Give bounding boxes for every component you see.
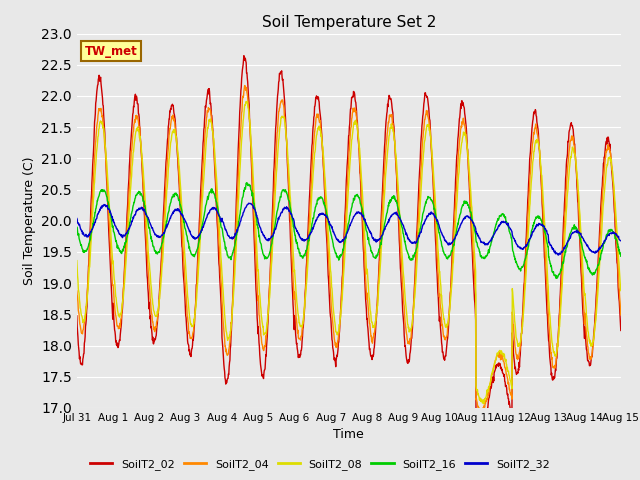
SoilT2_32 bbox=[555, 252, 563, 258]
Line: SoilT2_02: SoilT2_02 bbox=[77, 56, 621, 431]
SoilT2_08 bbox=[480, 401, 488, 407]
SoilT2_16 bbox=[617, 253, 625, 259]
SoilT2_32 bbox=[617, 238, 625, 244]
SoilT2_08 bbox=[194, 279, 202, 285]
SoilT2_16 bbox=[194, 245, 202, 251]
Line: SoilT2_32: SoilT2_32 bbox=[77, 203, 621, 255]
SoilT2_32 bbox=[73, 216, 81, 221]
SoilT2_04 bbox=[434, 259, 442, 264]
SoilT2_16 bbox=[552, 276, 560, 281]
SoilT2_16 bbox=[505, 224, 513, 230]
SoilT2_08 bbox=[617, 288, 625, 293]
SoilT2_02 bbox=[617, 327, 625, 333]
Line: SoilT2_08: SoilT2_08 bbox=[77, 101, 621, 404]
SoilT2_08 bbox=[180, 249, 188, 254]
SoilT2_16 bbox=[180, 224, 188, 229]
SoilT2_16 bbox=[255, 234, 263, 240]
SoilT2_08 bbox=[243, 98, 250, 104]
SoilT2_04 bbox=[241, 83, 248, 88]
SoilT2_08 bbox=[553, 348, 561, 353]
SoilT2_32 bbox=[245, 200, 253, 206]
SoilT2_02 bbox=[434, 280, 442, 286]
SoilT2_16 bbox=[553, 274, 561, 279]
SoilT2_16 bbox=[243, 180, 251, 186]
SoilT2_02 bbox=[194, 254, 202, 260]
SoilT2_04 bbox=[553, 349, 561, 355]
Line: SoilT2_04: SoilT2_04 bbox=[77, 85, 621, 412]
SoilT2_32 bbox=[194, 235, 202, 240]
Title: Soil Temperature Set 2: Soil Temperature Set 2 bbox=[262, 15, 436, 30]
SoilT2_16 bbox=[73, 224, 81, 230]
SoilT2_02 bbox=[553, 355, 561, 361]
SoilT2_08 bbox=[434, 236, 442, 242]
SoilT2_08 bbox=[505, 372, 513, 378]
SoilT2_04 bbox=[194, 263, 202, 269]
SoilT2_32 bbox=[255, 222, 263, 228]
SoilT2_04 bbox=[505, 382, 513, 387]
SoilT2_04 bbox=[478, 409, 486, 415]
SoilT2_02 bbox=[73, 313, 81, 319]
SoilT2_04 bbox=[73, 288, 81, 294]
SoilT2_32 bbox=[553, 250, 561, 256]
X-axis label: Time: Time bbox=[333, 429, 364, 442]
Y-axis label: Soil Temperature (C): Soil Temperature (C) bbox=[22, 156, 35, 285]
Line: SoilT2_16: SoilT2_16 bbox=[77, 183, 621, 278]
SoilT2_02 bbox=[505, 401, 513, 407]
SoilT2_02 bbox=[240, 53, 248, 59]
SoilT2_02 bbox=[476, 428, 484, 434]
SoilT2_08 bbox=[255, 280, 263, 286]
Text: TW_met: TW_met bbox=[85, 45, 138, 58]
SoilT2_04 bbox=[617, 312, 625, 318]
SoilT2_02 bbox=[255, 340, 263, 346]
SoilT2_08 bbox=[73, 258, 81, 264]
SoilT2_16 bbox=[434, 221, 442, 227]
SoilT2_32 bbox=[180, 216, 188, 222]
SoilT2_04 bbox=[180, 271, 188, 276]
Legend: SoilT2_02, SoilT2_04, SoilT2_08, SoilT2_16, SoilT2_32: SoilT2_02, SoilT2_04, SoilT2_08, SoilT2_… bbox=[86, 455, 554, 474]
SoilT2_02 bbox=[180, 289, 188, 295]
SoilT2_04 bbox=[255, 312, 263, 317]
SoilT2_32 bbox=[505, 223, 513, 228]
SoilT2_32 bbox=[434, 217, 442, 223]
